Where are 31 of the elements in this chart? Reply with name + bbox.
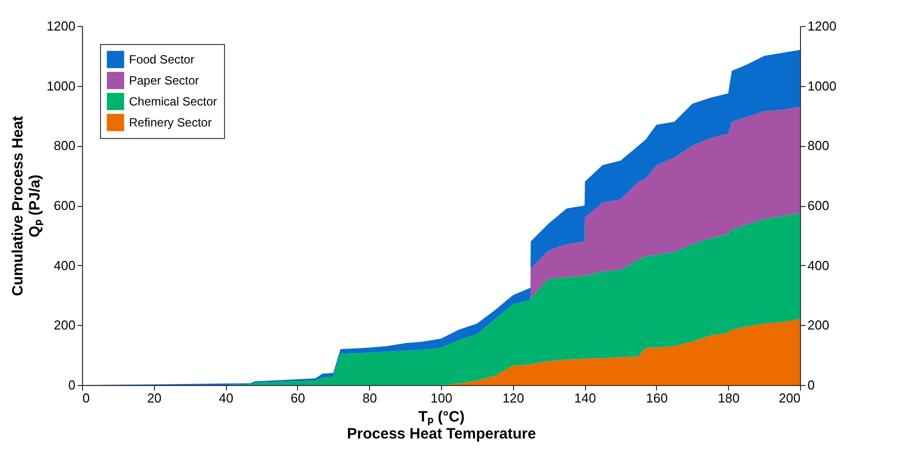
x-tick-label: 140 [574, 390, 596, 406]
x-tick-label: 20 [147, 390, 162, 406]
legend-label: Refinery Sector [129, 116, 212, 130]
x-tick-label: 120 [502, 390, 524, 406]
y2-tick-label: 400 [808, 258, 830, 273]
y-tick-label: 600 [54, 198, 76, 213]
y-tick-label: 200 [54, 318, 76, 333]
legend-label: Food Sector [129, 52, 194, 66]
x-tick-label: 180 [718, 390, 740, 406]
y2-tick-label: 0 [808, 378, 815, 392]
x-tick-label: 100 [430, 390, 452, 406]
y-tick-label: 1200 [46, 18, 76, 34]
y-axis-title: Cumulative Process Heat Qₚ (PJ/a) [10, 116, 44, 296]
x-tick-label: 60 [290, 390, 306, 406]
x-tick-label: 160 [646, 390, 668, 406]
y2-tick-label: 800 [808, 138, 830, 154]
x-axis-title: Tₚ (°C) Process Heat Temperature [347, 408, 536, 442]
y2-tick-label: 200 [808, 318, 830, 333]
y2-tick-label: 1200 [808, 18, 836, 34]
y-tick-label: 1000 [46, 78, 76, 94]
x-tick-label: 0 [82, 390, 90, 406]
legend-label: Chemical Sector [129, 94, 218, 108]
y-tick-label: 400 [54, 258, 76, 273]
y-tick-label: 0 [68, 378, 76, 392]
y2-tick-label: 1000 [808, 78, 836, 94]
x-tick-label: 200 [778, 390, 800, 406]
legend-label: Paper Sector [129, 74, 200, 88]
x-tick-label: 40 [218, 390, 234, 406]
x-tick-label: 80 [362, 390, 377, 406]
y2-tick-label: 600 [808, 198, 830, 213]
y-tick-label: 800 [54, 138, 76, 154]
